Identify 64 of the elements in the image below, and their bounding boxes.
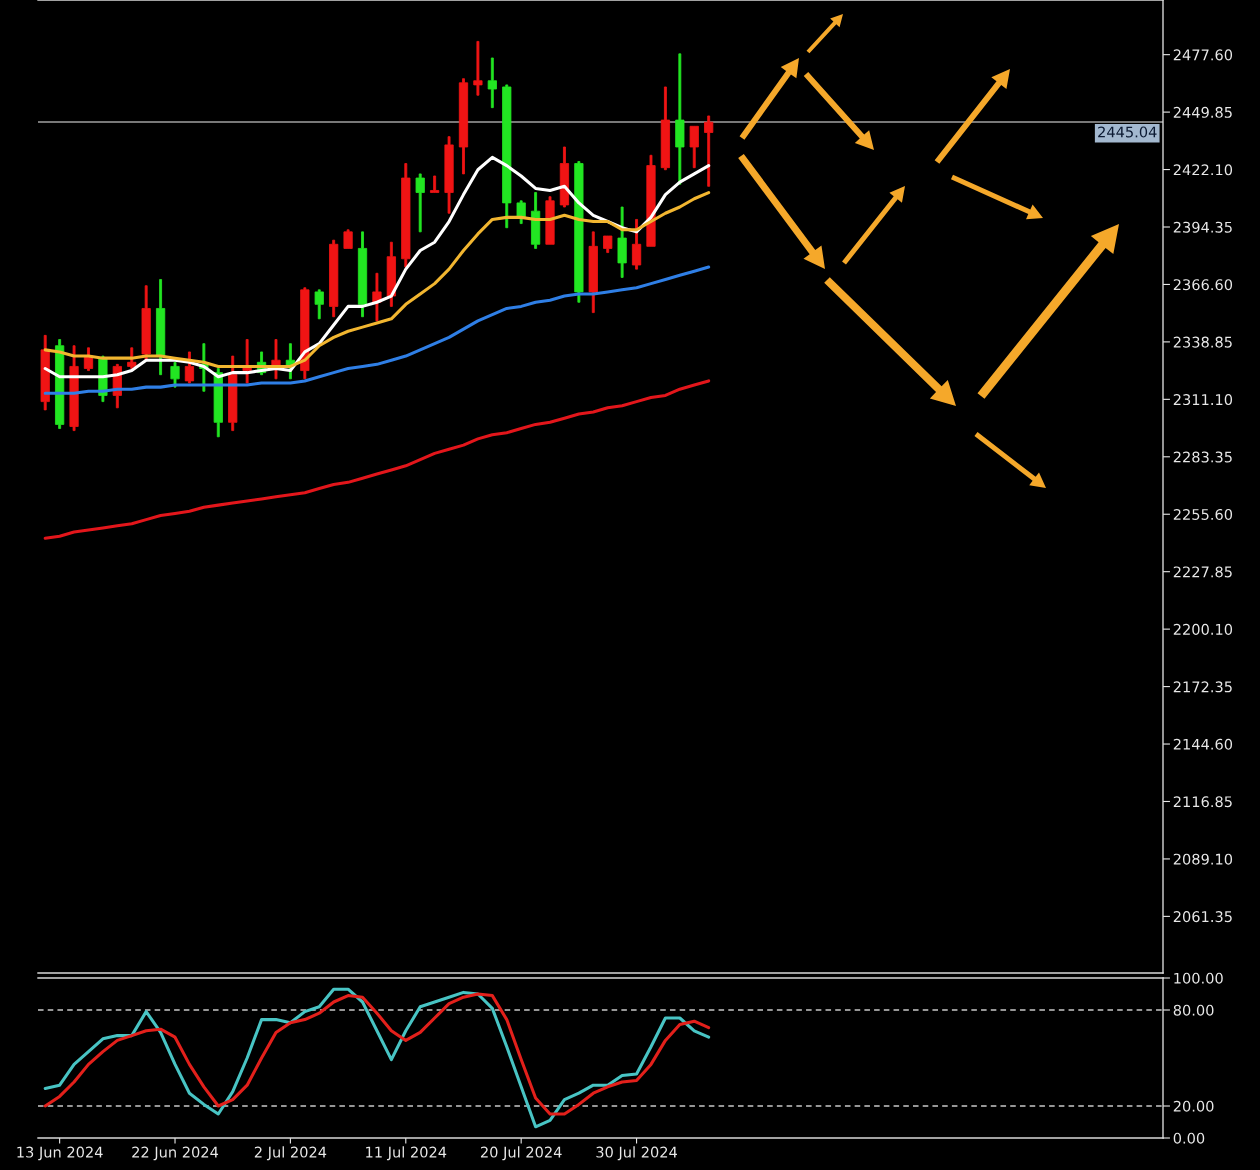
candlestick <box>487 57 497 109</box>
candlestick <box>329 239 339 318</box>
y-tick-label: 20.00 <box>1173 1100 1214 1112</box>
y-tick-label: 2116.85 <box>1173 796 1232 808</box>
x-tick-label: 11 Jul 2024 <box>366 1146 447 1161</box>
candlestick <box>444 136 454 214</box>
candlestick <box>458 78 469 175</box>
candlestick <box>228 355 238 432</box>
candlestick <box>689 125 699 169</box>
candlestick <box>603 235 613 253</box>
line-series <box>43 191 711 368</box>
y-tick-label: 2089.10 <box>1173 853 1233 865</box>
candlestick <box>588 231 598 314</box>
x-tick-label: 13 Jun 2024 <box>17 1146 103 1161</box>
candlestick <box>401 163 411 268</box>
y-tick-label: 2144.60 <box>1173 738 1233 750</box>
y-tick-label: 2449.85 <box>1173 106 1232 118</box>
y-tick-label: 2172.35 <box>1173 681 1232 693</box>
line-series <box>43 379 711 540</box>
candlestick <box>170 361 180 388</box>
y-tick-label: 2283.35 <box>1173 451 1232 463</box>
candlestick <box>300 287 310 380</box>
candlestick <box>502 84 512 229</box>
x-tick-label: 20 Jul 2024 <box>480 1146 562 1161</box>
y-tick-label: 2061.35 <box>1173 911 1232 923</box>
candlestick <box>559 146 570 208</box>
y-tick-label: 2366.60 <box>1173 279 1233 291</box>
candlestick <box>184 351 195 384</box>
candlestick <box>631 219 642 270</box>
candlestick <box>314 289 324 320</box>
candlestick <box>343 229 353 249</box>
y-tick-label: 80.00 <box>1173 1004 1214 1016</box>
candlestick <box>704 115 714 187</box>
line-series <box>43 155 711 379</box>
candlestick <box>660 86 671 171</box>
y-tick-label: 2338.85 <box>1173 336 1232 348</box>
y-tick-label: 2477.60 <box>1173 49 1233 61</box>
line-series <box>43 265 711 395</box>
y-tick-label: 2311.10 <box>1173 394 1233 406</box>
candlestick <box>617 206 627 278</box>
ref-line-label: 2445.04 <box>1098 126 1157 138</box>
y-tick-label: 0.00 <box>1173 1132 1205 1144</box>
x-tick-label: 22 Jun 2024 <box>132 1146 219 1161</box>
y-tick-label: 2227.85 <box>1173 566 1232 578</box>
candlestick <box>530 192 541 249</box>
candlestick <box>430 175 440 193</box>
candlestick <box>386 241 396 307</box>
x-tick-label: 30 Jul 2024 <box>596 1146 678 1161</box>
candlestick <box>646 154 656 247</box>
candlestick <box>675 53 685 185</box>
candlestick <box>141 285 151 361</box>
x-tick-label: 2 Jul 2024 <box>254 1146 327 1161</box>
candlestick <box>69 345 79 432</box>
y-tick-label: 100.00 <box>1174 972 1223 984</box>
candlestick <box>415 173 425 233</box>
y-tick-label: 2200.10 <box>1173 623 1233 635</box>
candlestick <box>574 161 584 303</box>
y-tick-label: 2394.35 <box>1173 221 1232 233</box>
y-tick-label: 2422.10 <box>1173 164 1233 176</box>
candlestick <box>357 231 368 318</box>
candlestick <box>473 40 483 96</box>
candlestick <box>155 279 166 376</box>
y-tick-label: 2255.60 <box>1173 508 1233 520</box>
candlestick <box>545 196 555 245</box>
